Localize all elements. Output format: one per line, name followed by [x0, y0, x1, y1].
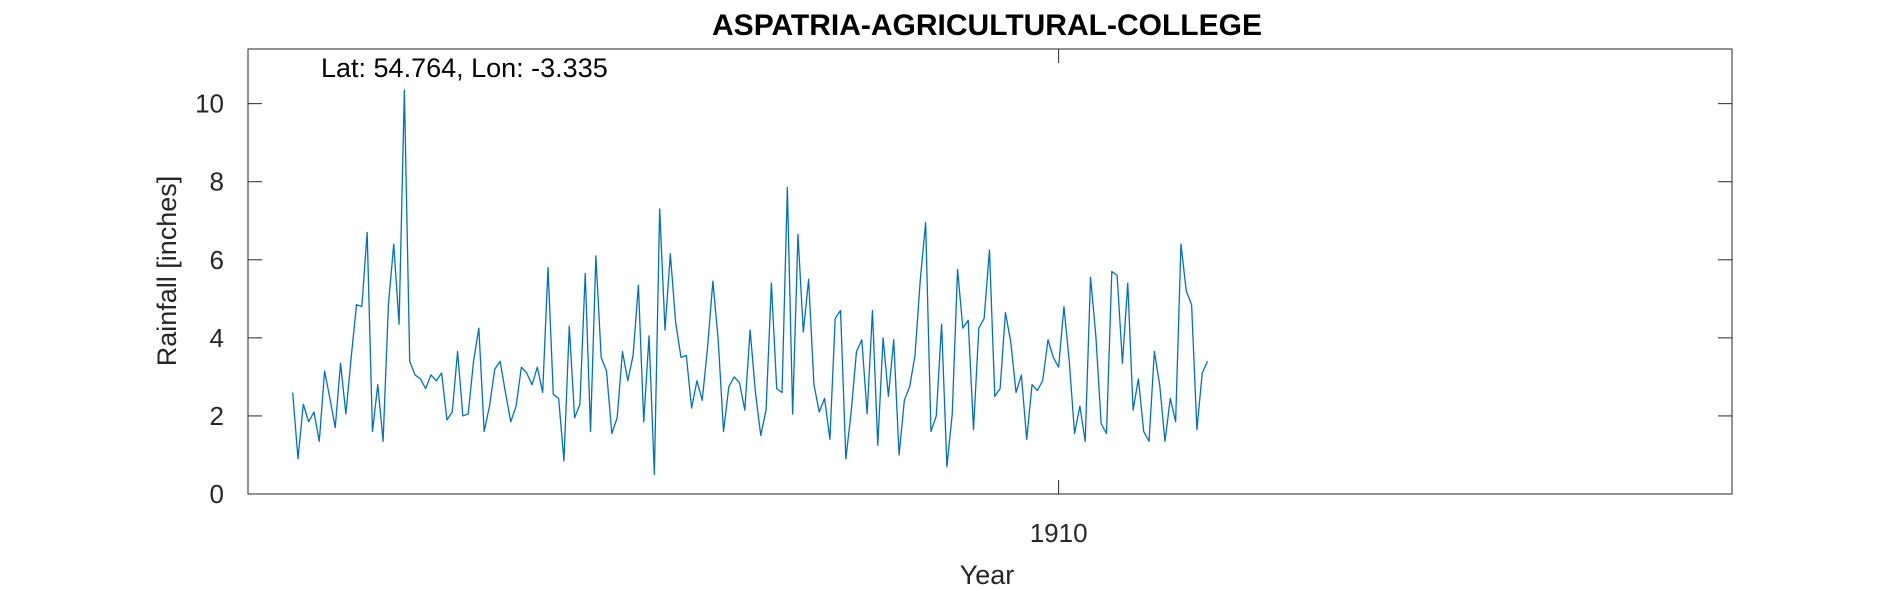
x-tick-label: 1910 [1030, 518, 1088, 548]
y-tick-label: 4 [210, 323, 224, 353]
x-axis-label: Year [960, 560, 1015, 590]
y-tick-label: 2 [210, 401, 224, 431]
y-tick-labels: 0 2 4 6 8 10 [195, 89, 224, 509]
x-tick-labels: 1910 [1030, 518, 1088, 548]
chart-title: ASPATRIA-AGRICULTURAL-COLLEGE [712, 9, 1262, 42]
tick-marks [248, 49, 1732, 495]
y-tick-label: 8 [210, 167, 224, 197]
y-tick-label: 0 [210, 479, 224, 509]
y-tick-label: 6 [210, 245, 224, 275]
y-axis-label: Rainfall [inches] [152, 176, 182, 367]
y-tick-label: 10 [195, 89, 224, 119]
rainfall-series-line [292, 89, 1209, 476]
station-coordinates-annotation: Lat: 54.764, Lon: -3.335 [321, 53, 608, 83]
